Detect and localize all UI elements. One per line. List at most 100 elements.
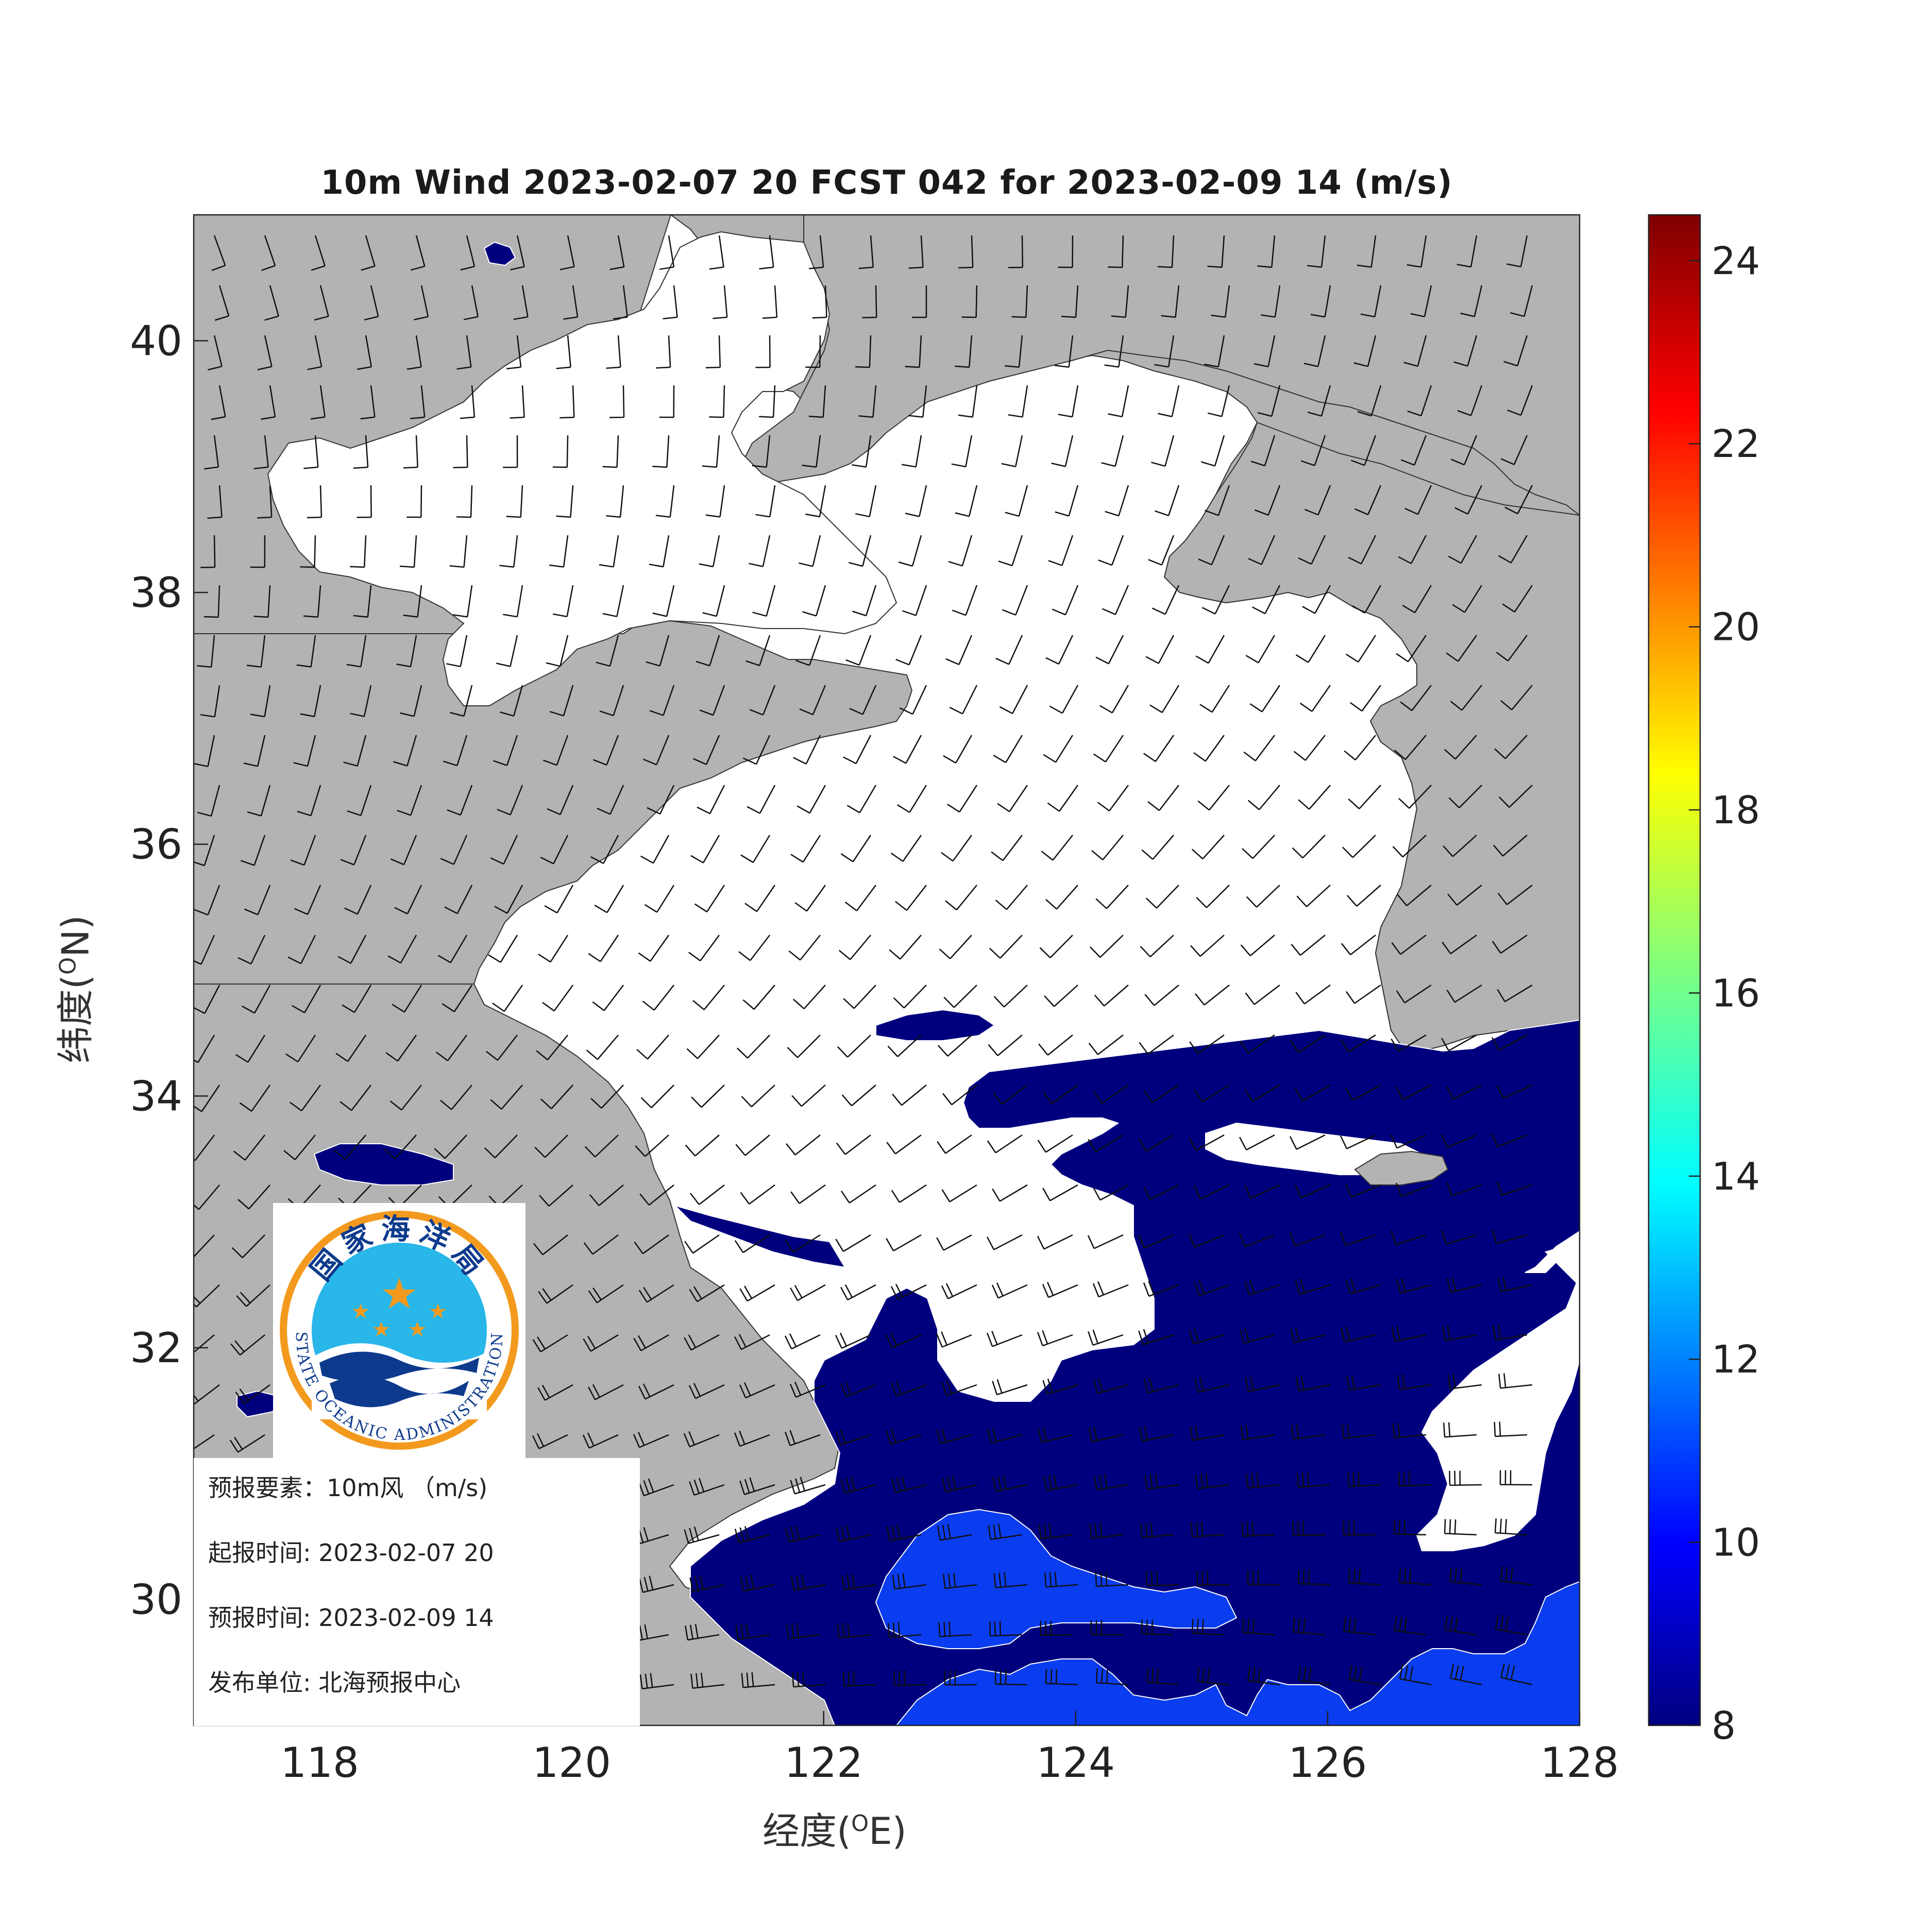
wind-barb xyxy=(606,485,624,518)
wind-barb xyxy=(1037,1234,1073,1250)
wind-barb xyxy=(1038,1523,1073,1540)
wind-barb xyxy=(1145,1571,1179,1587)
wind-barb xyxy=(689,1184,725,1205)
wind-barb xyxy=(1089,1522,1124,1539)
wind-barb xyxy=(1493,835,1528,857)
x-tick-label: 126 xyxy=(1289,1739,1367,1787)
colorbar xyxy=(1648,214,1701,1726)
wind-barb xyxy=(837,1035,871,1058)
wind-barb xyxy=(197,785,221,817)
wind-barb xyxy=(805,485,826,518)
wind-barb xyxy=(606,335,621,369)
wind-barb xyxy=(1147,785,1179,811)
wind-barb xyxy=(1340,1134,1376,1149)
info-valid-label: 预报时间: xyxy=(208,1604,311,1632)
wind-barb xyxy=(1346,885,1381,907)
wind-barb xyxy=(799,535,821,567)
wind-barb xyxy=(1197,1667,1230,1686)
wind-barb xyxy=(588,1284,624,1303)
wind-barb xyxy=(1088,1426,1124,1443)
wind-barb xyxy=(194,1284,220,1308)
wind-barb xyxy=(1246,885,1280,908)
wind-barb xyxy=(453,435,468,468)
wind-barb xyxy=(1289,1134,1326,1150)
wind-barb xyxy=(194,1134,215,1161)
wind-barb xyxy=(785,1526,821,1543)
wind-barb xyxy=(1111,285,1129,318)
x-axis-label: 经度(OE) xyxy=(762,1801,907,1855)
wind-barb xyxy=(638,1284,674,1303)
wind-barb xyxy=(532,1334,568,1352)
wind-barb xyxy=(1039,935,1073,958)
wind-barb xyxy=(399,535,417,568)
wind-barb xyxy=(1249,685,1281,713)
wind-barb xyxy=(892,1084,927,1106)
wind-barb xyxy=(855,335,872,368)
wind-barb xyxy=(449,535,468,568)
wind-barb xyxy=(686,1035,720,1059)
wind-barb xyxy=(300,535,316,568)
wind-barb xyxy=(958,235,974,269)
wind-barb xyxy=(952,585,978,616)
wind-barb xyxy=(943,985,977,1008)
wind-barb xyxy=(538,1284,573,1304)
wind-barb xyxy=(749,535,771,567)
wind-barb xyxy=(1446,1277,1482,1293)
wind-barb xyxy=(1391,1034,1427,1052)
wind-barb xyxy=(1291,935,1326,956)
wind-barb xyxy=(890,1380,927,1397)
wind-barb xyxy=(799,685,826,716)
wind-barb xyxy=(387,935,417,964)
wind-barb xyxy=(396,635,417,668)
wind-barb xyxy=(296,635,316,668)
wind-barb xyxy=(989,935,1023,959)
wind-barb xyxy=(460,235,476,271)
wind-barb xyxy=(1094,1473,1129,1491)
wind-barb xyxy=(1398,535,1427,564)
wind-barb xyxy=(340,1084,371,1111)
wind-barb xyxy=(744,885,776,912)
wind-barb xyxy=(1350,685,1382,712)
wind-barb xyxy=(739,1477,775,1495)
wind-barb xyxy=(988,1523,1023,1540)
wind-barb xyxy=(307,335,323,370)
wind-barb xyxy=(1255,485,1281,516)
wind-barb xyxy=(1189,1328,1225,1345)
wind-barb xyxy=(1446,635,1478,662)
wind-barb xyxy=(1243,735,1275,761)
wind-barb xyxy=(1204,335,1225,368)
wind-barb xyxy=(194,735,215,767)
wind-barb xyxy=(1037,1427,1073,1443)
wind-barb xyxy=(194,1035,215,1063)
wind-barb xyxy=(1043,735,1074,763)
wind-barb xyxy=(597,785,624,815)
wind-barb xyxy=(1393,1519,1427,1536)
wind-barb xyxy=(1005,335,1023,368)
wind-barb xyxy=(1506,235,1528,268)
info-issuer-row: 发布单位: 北海预报中心 xyxy=(208,1664,461,1698)
wind-barb xyxy=(837,1622,871,1639)
calm-patch-2 xyxy=(1416,1241,1580,1551)
info-issuer-value: 北海预报中心 xyxy=(318,1669,461,1697)
wind-barb xyxy=(1205,485,1230,516)
wind-barb xyxy=(685,1623,720,1641)
wind-barb xyxy=(484,1134,518,1159)
wind-barb xyxy=(1352,585,1382,614)
wind-barb xyxy=(1191,835,1225,860)
wind-barb xyxy=(738,935,770,961)
wind-barb xyxy=(537,1384,573,1401)
colorbar-tick-label: 12 xyxy=(1711,1337,1760,1382)
wind-barb xyxy=(1446,1084,1482,1100)
wind-barb xyxy=(1195,635,1225,664)
wind-barb xyxy=(233,1134,265,1161)
info-issuer-label: 发布单位: xyxy=(208,1669,311,1697)
wind-barb xyxy=(938,1035,972,1057)
wind-barb xyxy=(1088,1329,1124,1346)
wind-barb xyxy=(1143,1280,1179,1297)
wind-barb xyxy=(392,985,422,1013)
info-init-value: 2023-02-07 20 xyxy=(318,1539,494,1567)
wind-barb xyxy=(490,1084,523,1110)
wind-barb xyxy=(947,785,978,813)
wind-barb xyxy=(958,385,978,418)
wind-barb xyxy=(510,385,525,419)
